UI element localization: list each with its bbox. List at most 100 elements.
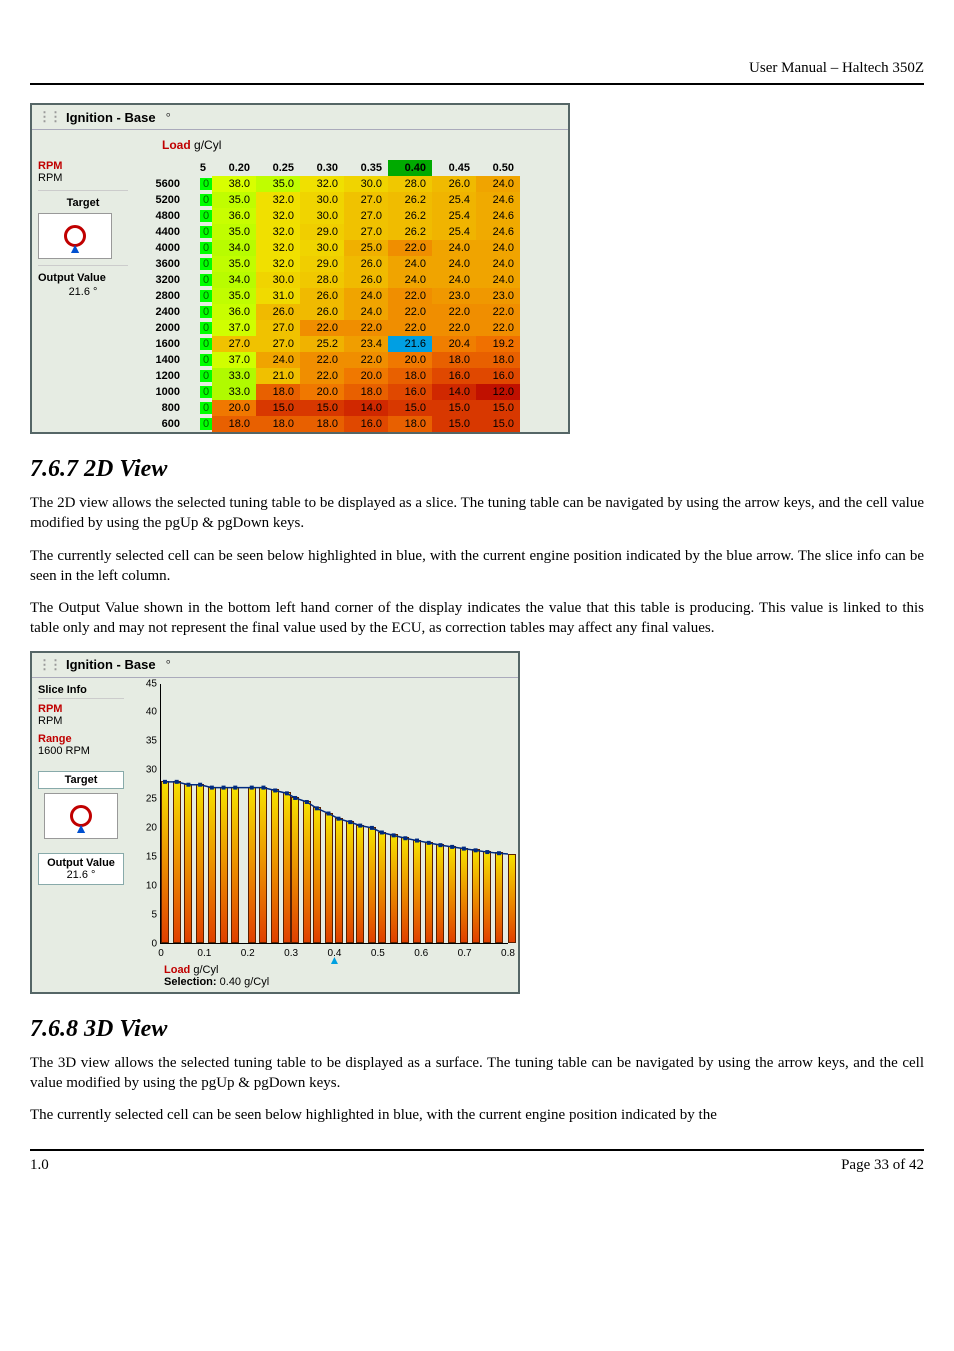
tuning-cell[interactable]: 15.0 (256, 400, 300, 416)
tuning-cell[interactable]: 15.0 (432, 400, 476, 416)
chart-bar[interactable] (368, 827, 376, 943)
tuning-cell[interactable]: 22.0 (344, 352, 388, 368)
tuning-cell[interactable]: 15.0 (476, 400, 520, 416)
column-header[interactable]: 0.20 (212, 160, 256, 176)
column-header[interactable]: 0.50 (476, 160, 520, 176)
chart-bar[interactable] (220, 787, 228, 943)
tuning-cell[interactable]: 29.0 (300, 256, 344, 272)
tuning-cell[interactable]: 21.6 (388, 336, 432, 352)
tuning-cell[interactable]: 22.0 (300, 368, 344, 384)
tuning-cell[interactable]: 22.0 (388, 240, 432, 256)
tuning-cell[interactable]: 24.6 (476, 224, 520, 240)
chart-bar[interactable] (184, 784, 192, 943)
rpm-row-header[interactable]: 4400 (132, 224, 186, 240)
tuning-cell[interactable]: 27.0 (256, 336, 300, 352)
chart-bar[interactable] (291, 797, 299, 943)
tuning-cell[interactable]: 15.0 (300, 400, 344, 416)
tuning-cell[interactable]: 26.2 (388, 208, 432, 224)
tuning-cell[interactable]: 18.0 (212, 416, 256, 432)
tuning-cell[interactable]: 23.0 (476, 288, 520, 304)
chart-bar[interactable] (436, 844, 444, 942)
tuning-cell[interactable]: 32.0 (256, 192, 300, 208)
chart-bar[interactable] (460, 848, 468, 943)
tuning-cell[interactable]: 38.0 (212, 176, 256, 192)
tuning-cell[interactable]: 24.0 (432, 256, 476, 272)
chart-bar[interactable] (313, 807, 321, 942)
tuning-cell[interactable]: 20.0 (388, 352, 432, 368)
tuning-cell[interactable]: 18.0 (256, 384, 300, 400)
tuning-cell[interactable]: 27.0 (344, 192, 388, 208)
tuning-cell[interactable]: 30.0 (300, 240, 344, 256)
tuning-cell[interactable]: 23.4 (344, 336, 388, 352)
tuning-cell[interactable]: 18.0 (388, 416, 432, 432)
tuning-cell[interactable]: 27.0 (344, 224, 388, 240)
chart-bar[interactable] (303, 801, 311, 943)
tuning-cell[interactable]: 26.0 (300, 288, 344, 304)
rpm-row-header[interactable]: 3200 (132, 272, 186, 288)
tuning-cell[interactable]: 26.0 (300, 304, 344, 320)
chart-bar[interactable] (196, 784, 204, 943)
tuning-cell[interactable]: 36.0 (212, 304, 256, 320)
tuning-cell[interactable]: 22.0 (388, 304, 432, 320)
chart-bar[interactable] (472, 849, 480, 942)
tuning-cell[interactable]: 22.0 (300, 320, 344, 336)
tuning-table[interactable]: 50.200.250.300.350.400.450.505600038.035… (132, 160, 520, 432)
tuning-cell[interactable]: 32.0 (300, 176, 344, 192)
column-header[interactable]: 0.40 (388, 160, 432, 176)
tuning-cell[interactable]: 22.0 (300, 352, 344, 368)
tuning-cell[interactable]: 21.0 (256, 368, 300, 384)
tuning-cell[interactable]: 26.0 (344, 272, 388, 288)
chart-bar[interactable] (448, 846, 456, 942)
tuning-cell[interactable]: 18.0 (256, 416, 300, 432)
column-header[interactable]: 0.35 (344, 160, 388, 176)
tuning-cell[interactable]: 32.0 (256, 208, 300, 224)
rpm-row-header[interactable]: 800 (132, 400, 186, 416)
chart-bar[interactable] (283, 792, 291, 942)
tuning-cell[interactable]: 35.0 (212, 224, 256, 240)
tuning-cell[interactable]: 26.2 (388, 224, 432, 240)
tuning-cell[interactable]: 30.0 (300, 208, 344, 224)
tuning-cell[interactable]: 16.0 (476, 368, 520, 384)
rpm-row-header[interactable]: 4800 (132, 208, 186, 224)
chart-bar[interactable] (161, 781, 169, 943)
chart-bar[interactable] (413, 840, 421, 943)
chart-bar[interactable] (335, 818, 343, 943)
rpm-row-header[interactable]: 2000 (132, 320, 186, 336)
tuning-cell[interactable]: 22.0 (344, 320, 388, 336)
tuning-cell[interactable]: 28.0 (300, 272, 344, 288)
tuning-cell[interactable]: 25.0 (344, 240, 388, 256)
rpm-row-header[interactable]: 1600 (132, 336, 186, 352)
tuning-cell[interactable]: 24.0 (256, 352, 300, 368)
column-header[interactable]: 0.30 (300, 160, 344, 176)
tuning-cell[interactable]: 24.0 (388, 272, 432, 288)
tuning-cell[interactable]: 24.0 (476, 256, 520, 272)
chart-bar[interactable] (401, 837, 409, 942)
rpm-row-header[interactable]: 2800 (132, 288, 186, 304)
tuning-cell[interactable]: 22.0 (432, 320, 476, 336)
tuning-cell[interactable]: 32.0 (256, 240, 300, 256)
tuning-cell[interactable]: 18.0 (476, 352, 520, 368)
chart-bar[interactable] (259, 787, 267, 943)
tuning-cell[interactable]: 25.4 (432, 192, 476, 208)
rpm-row-header[interactable]: 5200 (132, 192, 186, 208)
tuning-cell[interactable]: 32.0 (256, 224, 300, 240)
tuning-cell[interactable]: 32.0 (256, 256, 300, 272)
tuning-cell[interactable]: 26.0 (432, 176, 476, 192)
tuning-cell[interactable]: 26.0 (344, 256, 388, 272)
tuning-cell[interactable]: 36.0 (212, 208, 256, 224)
rpm-row-header[interactable]: 1200 (132, 368, 186, 384)
tuning-cell[interactable]: 25.4 (432, 224, 476, 240)
tuning-cell[interactable]: 14.0 (432, 384, 476, 400)
tuning-cell[interactable]: 18.0 (388, 368, 432, 384)
tuning-cell[interactable]: 18.0 (432, 352, 476, 368)
tuning-cell[interactable]: 24.0 (476, 176, 520, 192)
tuning-cell[interactable]: 15.0 (432, 416, 476, 432)
tuning-cell[interactable]: 26.2 (388, 192, 432, 208)
chart-bar[interactable] (346, 821, 354, 942)
rpm-row-header[interactable]: 1400 (132, 352, 186, 368)
tuning-cell[interactable]: 27.0 (256, 320, 300, 336)
2d-chart[interactable]: 05101520253035404500.10.20.30.40.50.60.7… (160, 684, 508, 944)
tuning-cell[interactable]: 18.0 (300, 416, 344, 432)
rpm-row-header[interactable]: 4000 (132, 240, 186, 256)
chart-bar[interactable] (378, 832, 386, 943)
